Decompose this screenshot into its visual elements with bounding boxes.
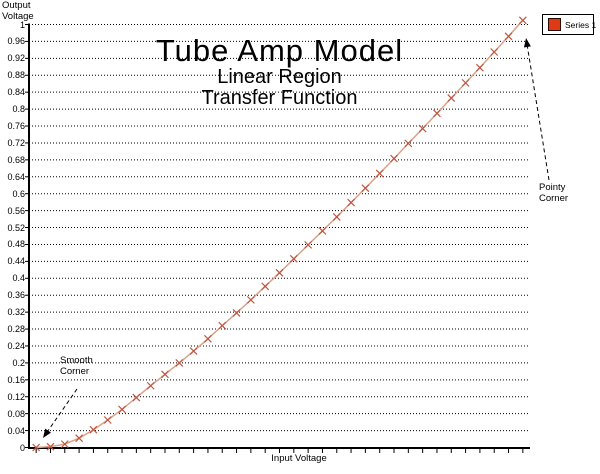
data-point-marker bbox=[475, 63, 484, 72]
data-point-marker bbox=[32, 443, 41, 452]
y-tick-label: 0.52 bbox=[7, 222, 25, 233]
y-tick-label: 0.96 bbox=[7, 36, 25, 47]
data-point-marker bbox=[504, 32, 513, 41]
y-axis-title: Output Voltage bbox=[2, 0, 34, 22]
data-point-marker bbox=[246, 295, 255, 304]
data-point-marker bbox=[490, 48, 499, 56]
data-point-marker bbox=[518, 16, 527, 25]
data-point-marker bbox=[447, 94, 456, 103]
pointy-corner-arrow-head bbox=[523, 38, 531, 48]
data-point-marker bbox=[461, 78, 470, 87]
y-tick-label: 0.24 bbox=[7, 340, 25, 351]
data-point-marker bbox=[361, 184, 370, 193]
y-tick-label: 0.76 bbox=[7, 121, 25, 132]
data-point-marker bbox=[189, 347, 198, 355]
data-point-marker bbox=[103, 416, 112, 424]
data-point-marker bbox=[132, 393, 141, 402]
data-point-marker bbox=[204, 334, 212, 343]
data-point-marker bbox=[261, 282, 270, 291]
data-point-marker bbox=[332, 213, 341, 221]
data-point-marker bbox=[390, 154, 398, 163]
y-tick-label: 0.64 bbox=[7, 171, 25, 182]
legend-series-swatch bbox=[548, 18, 561, 31]
y-tick-label: 0.72 bbox=[7, 137, 25, 148]
data-point-marker bbox=[75, 434, 84, 443]
data-point-marker bbox=[46, 442, 55, 451]
data-point-marker bbox=[289, 254, 298, 263]
smooth-corner-arrow bbox=[47, 388, 78, 431]
data-point-marker bbox=[161, 370, 169, 379]
y-tick-label: 0.28 bbox=[7, 324, 25, 335]
legend: Series 1 bbox=[542, 14, 597, 35]
data-point-marker bbox=[175, 358, 184, 367]
y-tick-label: 0.04 bbox=[7, 425, 25, 436]
y-tick-label: 0.48 bbox=[7, 239, 25, 250]
data-point-marker bbox=[60, 440, 69, 449]
y-tick-label: 0.08 bbox=[7, 408, 25, 419]
data-point-marker bbox=[318, 226, 327, 235]
y-tick-label: 0.12 bbox=[7, 391, 25, 402]
y-tick-label: 0.32 bbox=[7, 307, 25, 318]
y-tick-label: 0.68 bbox=[7, 154, 25, 165]
pointy-corner-arrow bbox=[526, 46, 550, 181]
y-tick-label: 0.92 bbox=[7, 53, 25, 64]
data-point-marker bbox=[146, 381, 155, 390]
y-tick-label: 0.84 bbox=[7, 87, 25, 98]
y-tick-label: 0.8 bbox=[12, 104, 25, 115]
y-tick-label: 0 bbox=[19, 442, 25, 453]
annotation-pointy-corner: Pointy Corner bbox=[539, 182, 569, 204]
y-tick-label: 1 bbox=[19, 19, 25, 30]
data-point-marker bbox=[275, 268, 284, 277]
data-point-marker bbox=[118, 405, 126, 414]
series-line bbox=[36, 19, 524, 449]
y-tick-label: 0.56 bbox=[7, 205, 25, 216]
data-point-marker bbox=[375, 169, 384, 178]
y-tick-label: 0.88 bbox=[7, 70, 25, 81]
y-tick-label: 0.36 bbox=[7, 290, 25, 301]
data-point-marker bbox=[232, 309, 241, 317]
x-axis-title: Input Voltage bbox=[271, 453, 327, 464]
data-point-marker bbox=[404, 139, 413, 148]
y-tick-label: 0.6 bbox=[12, 188, 25, 199]
annotation-smooth-corner: Smooth Corner bbox=[60, 355, 93, 377]
smooth-corner-arrow-head bbox=[43, 428, 52, 438]
data-point-marker bbox=[433, 109, 441, 118]
y-tick-label: 0.2 bbox=[12, 357, 25, 368]
data-point-marker bbox=[304, 240, 313, 249]
y-tick-label: 0.4 bbox=[12, 273, 25, 284]
data-point-marker bbox=[347, 198, 355, 207]
data-point-marker bbox=[418, 124, 427, 133]
data-point-marker bbox=[218, 321, 227, 330]
y-tick-label: 0.16 bbox=[7, 374, 25, 385]
legend-series-label: Series 1 bbox=[565, 19, 597, 30]
y-tick-label: 0.44 bbox=[7, 256, 25, 267]
data-point-marker bbox=[89, 425, 98, 434]
